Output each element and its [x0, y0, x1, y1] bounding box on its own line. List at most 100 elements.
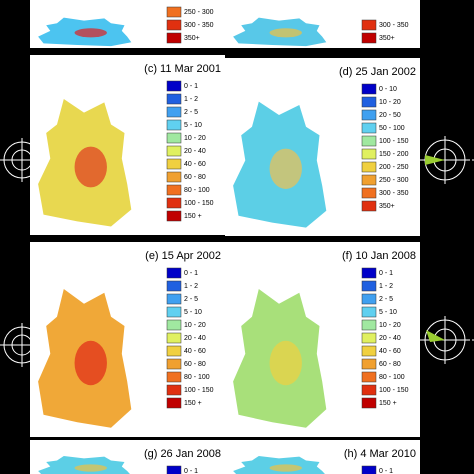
panel-title: (h) 4 Mar 2010 — [344, 448, 416, 460]
legend-label: 2 - 5 — [184, 296, 198, 303]
legend-label: 10 - 20 — [184, 135, 206, 142]
legend-swatch — [166, 332, 182, 344]
legend-swatch — [166, 465, 182, 474]
legend-swatch — [166, 384, 182, 396]
map-hotspot — [269, 148, 302, 189]
legend-label: 20 - 40 — [379, 335, 401, 342]
legend-swatch — [361, 135, 377, 147]
legend-label: 250 - 300 — [184, 9, 214, 16]
legend-label: 40 - 60 — [184, 161, 206, 168]
legend-label: 10 - 20 — [379, 99, 401, 106]
legend-swatch — [166, 280, 182, 292]
legend-swatch — [166, 145, 182, 157]
legend-swatch — [166, 358, 182, 370]
legend-label: 350+ — [379, 203, 395, 210]
legend-label: 250 - 300 — [379, 177, 409, 184]
legend-swatch — [166, 319, 182, 331]
legend-label: 1 - 2 — [184, 96, 198, 103]
legend-swatch — [166, 119, 182, 131]
legend-label: 2 - 5 — [379, 296, 393, 303]
map-hotspot — [269, 464, 302, 472]
legend-label: 100 - 150 — [184, 200, 214, 207]
legend-swatch — [361, 332, 377, 344]
legend-label: 40 - 60 — [379, 348, 401, 355]
legend-label: 100 - 150 — [379, 387, 409, 394]
legend-label: 0 - 1 — [379, 468, 393, 474]
legend-label: 10 - 20 — [184, 322, 206, 329]
map-panel: (d) 25 Jan 2002 0 - 10 10 - 20 20 - 50 50 - … — [225, 58, 420, 236]
legend-label: 5 - 10 — [184, 122, 202, 129]
legend-swatch — [361, 83, 377, 95]
legend-swatch — [361, 187, 377, 199]
map-panel: (f) 10 Jan 2008 0 - 1 1 - 2 2 - 5 5 - 10 10 -… — [225, 242, 420, 437]
compass-icon — [421, 136, 469, 184]
legend-label: 1 - 2 — [184, 283, 198, 290]
panel-title: (f) 10 Jan 2008 — [342, 250, 416, 262]
legend-swatch — [166, 293, 182, 305]
legend-swatch — [361, 174, 377, 186]
legend-swatch — [361, 200, 377, 212]
map-hotspot — [269, 28, 302, 38]
legend-label: 150 + — [184, 400, 202, 407]
legend-label: 1 - 2 — [379, 283, 393, 290]
legend-swatch — [361, 319, 377, 331]
legend-swatch — [361, 267, 377, 279]
legend-label: 60 - 80 — [184, 361, 206, 368]
legend-label: 0 - 1 — [184, 83, 198, 90]
legend-swatch — [166, 306, 182, 318]
legend-label: 60 - 80 — [184, 174, 206, 181]
panel-title: (g) 26 Jan 2008 — [144, 448, 221, 460]
legend-swatch — [166, 6, 182, 18]
legend-label: 2 - 5 — [184, 109, 198, 116]
legend-swatch — [166, 267, 182, 279]
map-hotspot — [74, 146, 107, 188]
legend-label: 0 - 10 — [379, 86, 397, 93]
legend-swatch — [361, 293, 377, 305]
legend-label: 80 - 100 — [184, 187, 210, 194]
map-hotspot — [74, 464, 107, 472]
legend-label: 150 - 200 — [379, 151, 409, 158]
legend-label: 0 - 1 — [184, 270, 198, 277]
legend-swatch — [361, 161, 377, 173]
legend-swatch — [361, 96, 377, 108]
legend-label: 300 - 350 — [379, 190, 409, 197]
legend-swatch — [166, 32, 182, 44]
legend-label: 100 - 150 — [379, 138, 409, 145]
legend-label: 5 - 10 — [379, 309, 397, 316]
map-hotspot — [269, 340, 302, 386]
legend-label: 300 - 350 — [184, 22, 214, 29]
map-hotspot — [74, 340, 107, 386]
legend-swatch — [166, 371, 182, 383]
legend-label: 0 - 1 — [379, 270, 393, 277]
legend-label: 20 - 40 — [184, 335, 206, 342]
legend-swatch — [166, 80, 182, 92]
legend-swatch — [361, 465, 377, 474]
legend-swatch — [166, 345, 182, 357]
legend-swatch — [166, 19, 182, 31]
legend-label: 350+ — [184, 35, 200, 42]
map-panel: (c) 11 Mar 2001 0 - 1 1 - 2 2 - 5 5 - 10 10 -… — [30, 55, 225, 235]
panel-title: (c) 11 Mar 2001 — [144, 63, 221, 75]
legend-swatch — [361, 358, 377, 370]
legend-swatch — [166, 132, 182, 144]
legend-swatch — [361, 109, 377, 121]
legend-swatch — [166, 158, 182, 170]
legend-label: 20 - 40 — [184, 148, 206, 155]
legend-label: 80 - 100 — [379, 374, 405, 381]
legend-swatch — [361, 122, 377, 134]
legend-label: 0 - 1 — [184, 468, 198, 474]
map-panel: 250 - 300 300 - 350 350+ — [30, 0, 225, 48]
legend-swatch — [166, 197, 182, 209]
legend-label: 100 - 150 — [184, 387, 214, 394]
legend-swatch — [166, 171, 182, 183]
legend-swatch — [166, 106, 182, 118]
legend-swatch — [361, 371, 377, 383]
legend-label: 200 - 250 — [379, 164, 409, 171]
legend-swatch — [361, 397, 377, 409]
legend-swatch — [166, 93, 182, 105]
panel-title: (e) 15 Apr 2002 — [145, 250, 221, 262]
legend-label: 350+ — [379, 35, 395, 42]
